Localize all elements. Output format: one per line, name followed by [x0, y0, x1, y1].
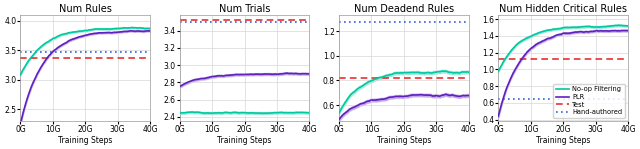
Title: Num Trials: Num Trials — [219, 4, 270, 14]
X-axis label: Training Steps: Training Steps — [377, 136, 431, 145]
X-axis label: Training Steps: Training Steps — [536, 136, 590, 145]
Title: Num Deadend Rules: Num Deadend Rules — [354, 4, 454, 14]
Title: Num Rules: Num Rules — [59, 4, 112, 14]
Title: Num Hidden Critical Rules: Num Hidden Critical Rules — [499, 4, 627, 14]
Legend: No-op Filtering, PLR, Test, Hand-authored: No-op Filtering, PLR, Test, Hand-authore… — [553, 84, 625, 118]
X-axis label: Training Steps: Training Steps — [218, 136, 272, 145]
X-axis label: Training Steps: Training Steps — [58, 136, 113, 145]
